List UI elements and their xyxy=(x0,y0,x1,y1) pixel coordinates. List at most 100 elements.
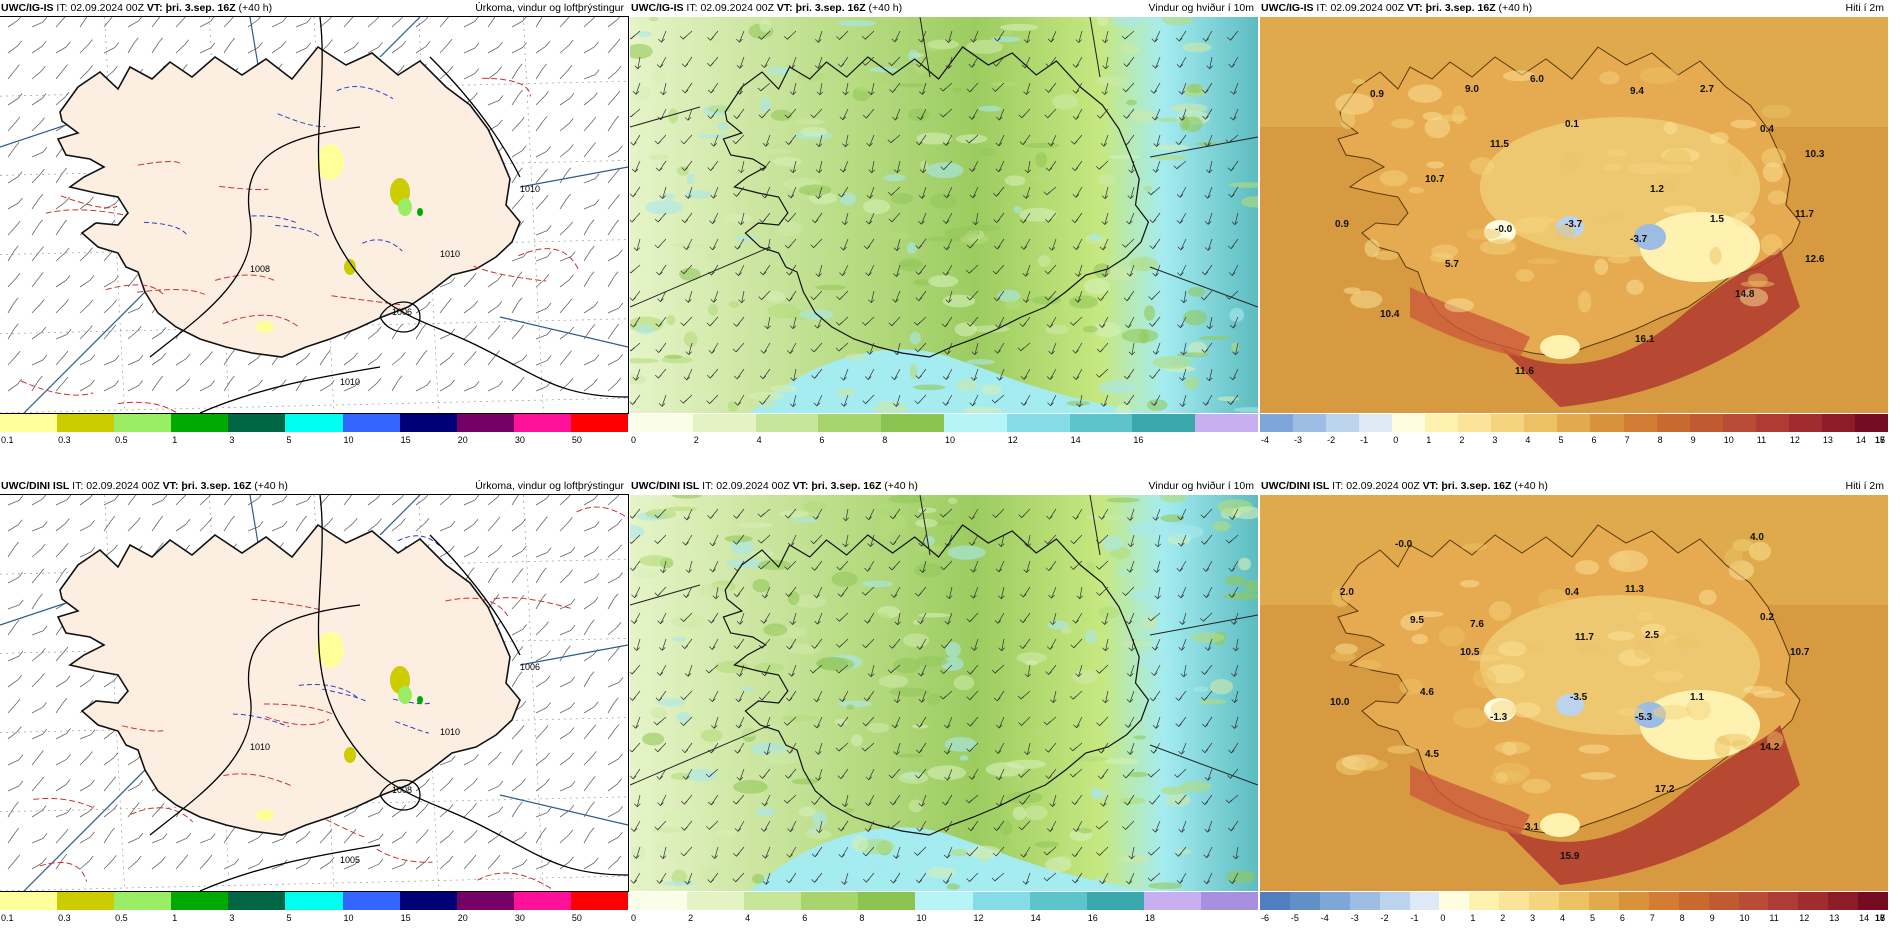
isobar xyxy=(149,604,361,836)
wind-arrow xyxy=(1207,820,1213,833)
colorbar-segment xyxy=(1006,414,1070,432)
wind-barb xyxy=(607,173,616,184)
wind-barb xyxy=(391,864,404,870)
wind-barb xyxy=(487,305,499,314)
wind-arrow xyxy=(661,30,667,43)
wind-arrow xyxy=(739,664,745,677)
wind-barb xyxy=(415,46,427,54)
wind-barb xyxy=(391,497,402,506)
colorbar-segment xyxy=(1195,414,1258,432)
wind-arrow xyxy=(894,368,901,380)
wind-barb xyxy=(559,551,572,558)
wind-arrow xyxy=(1102,872,1109,884)
wind-barb xyxy=(247,357,259,366)
wind-barb xyxy=(559,355,568,366)
wind-arrow xyxy=(842,690,849,702)
wind-barb xyxy=(439,282,452,288)
wind-barb xyxy=(79,201,90,210)
wind-arrow xyxy=(1206,586,1213,598)
colorbar-tick-label: 18 xyxy=(1875,913,1886,923)
wind-barb xyxy=(607,549,618,558)
wind-arrow xyxy=(739,768,745,781)
colorbar-tick-label: 10 xyxy=(916,913,927,923)
wind-arrow xyxy=(713,134,719,147)
wind-barb xyxy=(535,729,545,740)
isobar-label: 1008 xyxy=(250,264,270,274)
colorbar-segment xyxy=(1260,414,1294,432)
wind-barb xyxy=(583,250,591,262)
wind-barb xyxy=(7,785,20,792)
wind-barb xyxy=(223,495,232,506)
wind-barb xyxy=(439,496,450,506)
wind-barb xyxy=(7,225,17,236)
wind-barb xyxy=(607,307,620,314)
wind-arrow xyxy=(713,290,719,303)
wind-barb xyxy=(607,382,618,392)
wind-arrow xyxy=(1234,212,1239,225)
colorbar-tick-label: -4 xyxy=(1320,913,1329,923)
wind-arrow xyxy=(767,316,771,329)
wind-barb xyxy=(367,523,378,532)
wind-arrow xyxy=(945,872,953,884)
init-label: IT: xyxy=(686,2,698,14)
temperature-label: 7.6 xyxy=(1470,619,1484,630)
wind-barb xyxy=(79,810,91,818)
wind-barb xyxy=(55,381,65,392)
wind-barb xyxy=(511,276,519,288)
colorbar-segment xyxy=(1069,414,1133,432)
wind-arrow xyxy=(1025,186,1031,199)
wind-arrow xyxy=(792,394,797,407)
wind-arrow xyxy=(998,768,1005,781)
wind-barb xyxy=(55,758,67,766)
wind-arrow xyxy=(1129,264,1135,277)
wind-arrow xyxy=(945,368,953,380)
wind-arrow xyxy=(789,264,797,276)
colorbar-tick-label: 3 xyxy=(229,435,235,445)
wind-barb xyxy=(511,256,524,262)
wind-arrow xyxy=(636,238,641,251)
colorbar-segment xyxy=(1143,892,1201,910)
wind-arrow xyxy=(634,586,641,598)
wind-arrow xyxy=(971,160,979,172)
colorbar-segment xyxy=(228,414,286,432)
wind-arrow xyxy=(1105,690,1109,703)
wind-barb xyxy=(7,302,15,314)
wind-barb xyxy=(439,303,448,314)
colorbar-tick-label: 11 xyxy=(1756,435,1767,445)
wind-barb xyxy=(223,354,231,366)
temperature-label: 10.3 xyxy=(1805,149,1825,160)
wind-barb xyxy=(535,386,548,392)
colorbar-tick-label: 6 xyxy=(802,913,808,923)
colorbar-segment xyxy=(342,892,400,910)
wind-arrow xyxy=(660,108,667,120)
wind-arrow xyxy=(1235,846,1239,859)
colorbar-segment xyxy=(801,892,859,910)
colorbar-segment xyxy=(1132,414,1196,432)
wind-barb xyxy=(607,729,616,740)
wind-arrow xyxy=(842,160,849,173)
lead-time: (+40 h) xyxy=(1498,2,1533,14)
wind-arrow xyxy=(711,264,719,276)
wind-barb xyxy=(79,330,89,340)
wind-arrow xyxy=(1154,638,1161,651)
precip-area xyxy=(417,696,423,704)
colorbar-tick-label: 2 xyxy=(1500,913,1506,923)
wind-barb xyxy=(415,354,424,366)
colorbar-segment xyxy=(1590,414,1624,432)
colorbar-tick-label: 0.5 xyxy=(115,435,128,445)
wind-arrow xyxy=(1050,134,1057,147)
wind-barb xyxy=(7,277,17,288)
colorbar-tick-label: 18 xyxy=(1144,913,1155,923)
wind-barb xyxy=(439,357,450,366)
wind-barb xyxy=(607,70,618,80)
wind-barb xyxy=(559,279,570,288)
wind-arrow xyxy=(921,82,927,95)
wind-barb xyxy=(487,811,499,818)
wind-barb xyxy=(55,304,65,314)
wind-barb xyxy=(415,385,427,392)
lead-time: (+40 h) xyxy=(884,480,918,492)
colorbar-tick-label: 16 xyxy=(1087,913,1098,923)
colorbar-tick-label: 0.1 xyxy=(1,435,14,445)
wind-arrow xyxy=(1105,56,1109,69)
wind-barb xyxy=(295,380,303,392)
